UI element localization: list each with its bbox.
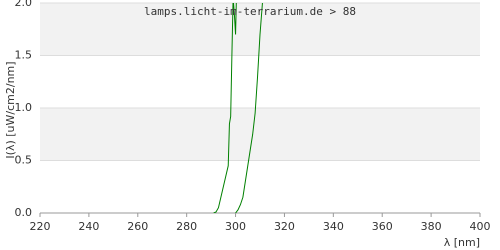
x-tick-label: 320 [274, 220, 295, 233]
x-tick-label: 220 [30, 220, 51, 233]
y-tick-label: 0.0 [15, 206, 33, 219]
series-line [213, 3, 237, 213]
y-tick-label: 1.0 [15, 101, 33, 114]
x-tick-label: 240 [78, 220, 99, 233]
x-tick-label: 400 [470, 220, 491, 233]
chart-title: lamps.licht-im-terrarium.de > 88 [144, 5, 356, 18]
y-axis-label: I(λ) [uW/cm2/nm] [4, 61, 17, 158]
x-tick-label: 280 [176, 220, 197, 233]
grid-band [40, 108, 480, 161]
x-tick-label: 380 [421, 220, 442, 233]
y-tick-label: 2.0 [15, 0, 33, 9]
series-line [235, 3, 263, 213]
plot-bands [40, 3, 480, 161]
y-tick-label: 1.5 [15, 49, 33, 62]
x-tick-label: 360 [372, 220, 393, 233]
grid [39, 2, 481, 217]
x-axis-label: λ [nm] [444, 236, 480, 249]
x-tick-label: 340 [323, 220, 344, 233]
x-tick-label: 300 [225, 220, 246, 233]
lines [213, 3, 263, 213]
x-tick-label: 260 [127, 220, 148, 233]
y-tick-label: 0.5 [15, 154, 33, 167]
